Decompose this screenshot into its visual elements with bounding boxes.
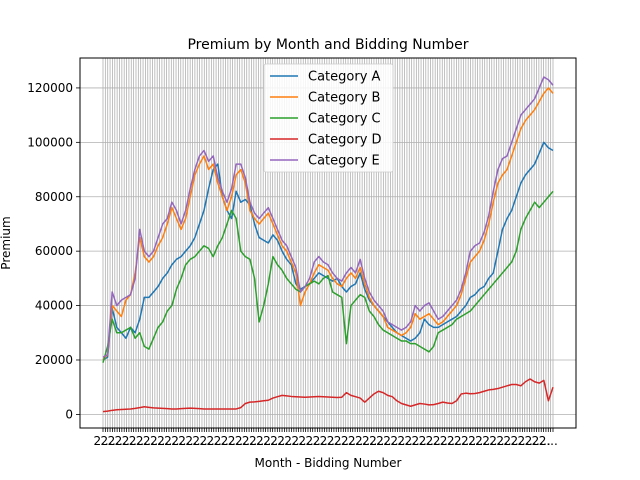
x-tick-label: 2... bbox=[256, 434, 275, 448]
legend: Category A Category B Category C Category D… bbox=[263, 63, 394, 173]
x-tick-label: 2... bbox=[525, 434, 544, 448]
x-tick-label: 2... bbox=[447, 434, 466, 448]
x-tick-label: 2... bbox=[228, 434, 247, 448]
x-tick-label: 2... bbox=[369, 434, 388, 448]
x-tick-label: 2... bbox=[122, 434, 141, 448]
plot-frame bbox=[79, 57, 577, 429]
x-tick-label: 2... bbox=[539, 434, 558, 448]
x-tick-label: 2... bbox=[503, 434, 522, 448]
x-axis-label: Month - Bidding Number bbox=[255, 456, 402, 470]
x-tick-label: 2... bbox=[143, 434, 162, 448]
y-tick-label: 80000 bbox=[35, 190, 73, 204]
x-tick-label: 2... bbox=[108, 434, 127, 448]
x-tick-label: 2... bbox=[433, 434, 452, 448]
y-tick-label: 120000 bbox=[27, 81, 73, 95]
x-tick-label: 2... bbox=[412, 434, 431, 448]
x-tick-label: 2... bbox=[475, 434, 494, 448]
x-axis-ticks: 2...2...2...2...2...2...2...2...2...2...… bbox=[93, 428, 558, 448]
x-tick-label: 2... bbox=[348, 434, 367, 448]
x-tick-label: 2... bbox=[327, 434, 346, 448]
y-axis-label: Premium bbox=[0, 216, 13, 269]
x-tick-label: 2... bbox=[270, 434, 289, 448]
x-tick-label: 2... bbox=[496, 434, 515, 448]
x-tick-label: 2... bbox=[101, 434, 120, 448]
x-tick-label: 2... bbox=[397, 434, 416, 448]
legend-label: Category B bbox=[308, 91, 380, 106]
x-tick-label: 2... bbox=[221, 434, 240, 448]
x-tick-label: 2... bbox=[192, 434, 211, 448]
y-axis-ticks: 0 20000 40000 60000 80000 100000 120000 bbox=[27, 81, 80, 421]
x-tick-label: 2... bbox=[426, 434, 445, 448]
x-tick-label: 2... bbox=[242, 434, 261, 448]
chart-title: Premium by Month and Bidding Number bbox=[187, 37, 468, 53]
x-tick-label: 2... bbox=[468, 434, 487, 448]
legend-box bbox=[263, 63, 394, 173]
x-tick-label: 2... bbox=[404, 434, 423, 448]
x-tick-label: 2... bbox=[440, 434, 459, 448]
x-tick-label: 2... bbox=[207, 434, 226, 448]
x-tick-label: 2... bbox=[376, 434, 395, 448]
x-tick-label: 2... bbox=[454, 434, 473, 448]
x-tick-label: 2... bbox=[306, 434, 325, 448]
x-tick-label: 2... bbox=[178, 434, 197, 448]
series-line-category-c bbox=[102, 190, 554, 363]
series-line-category-e bbox=[102, 76, 554, 358]
x-tick-label: 2... bbox=[235, 434, 254, 448]
series-lines bbox=[102, 76, 554, 413]
x-tick-label: 2... bbox=[362, 434, 381, 448]
x-tick-label: 2... bbox=[482, 434, 501, 448]
y-tick-label: 40000 bbox=[35, 299, 73, 313]
x-tick-label: 2... bbox=[298, 434, 317, 448]
x-tick-label: 2... bbox=[249, 434, 268, 448]
x-tick-label: 2... bbox=[291, 434, 310, 448]
x-tick-label: 2... bbox=[277, 434, 296, 448]
x-tick-label: 2... bbox=[355, 434, 374, 448]
x-tick-label: 2... bbox=[334, 434, 353, 448]
x-tick-label: 2... bbox=[157, 434, 176, 448]
x-tick-label: 2... bbox=[214, 434, 233, 448]
x-tick-label: 2... bbox=[171, 434, 190, 448]
x-tick-label: 2... bbox=[129, 434, 148, 448]
x-tick-label: 2... bbox=[185, 434, 204, 448]
y-tick-label: 0 bbox=[65, 407, 73, 421]
x-tick-label: 2... bbox=[489, 434, 508, 448]
x-tick-label: 2... bbox=[93, 434, 112, 448]
x-tick-label: 2... bbox=[320, 434, 339, 448]
y-tick-label: 20000 bbox=[35, 353, 73, 367]
x-tick-label: 2... bbox=[518, 434, 537, 448]
x-tick-label: 2... bbox=[390, 434, 409, 448]
x-tick-label: 2... bbox=[263, 434, 282, 448]
x-tick-label: 2... bbox=[510, 434, 529, 448]
x-tick-label: 2... bbox=[136, 434, 155, 448]
y-tick-label: 60000 bbox=[35, 244, 73, 258]
legend-label: Category D bbox=[308, 133, 382, 148]
series-line-category-d bbox=[102, 378, 554, 413]
x-tick-label: 2... bbox=[164, 434, 183, 448]
y-tick-label: 100000 bbox=[27, 135, 73, 149]
legend-label: Category A bbox=[308, 70, 381, 85]
series-line-category-b bbox=[102, 87, 554, 361]
x-tick-label: 2... bbox=[199, 434, 218, 448]
legend-label: Category E bbox=[308, 154, 380, 169]
x-tick-label: 2... bbox=[115, 434, 134, 448]
x-tick-label: 2... bbox=[150, 434, 169, 448]
x-tick-label: 2... bbox=[532, 434, 551, 448]
x-tick-label: 2... bbox=[341, 434, 360, 448]
x-tick-label: 2... bbox=[284, 434, 303, 448]
x-tick-label: 2... bbox=[461, 434, 480, 448]
x-tick-label: 2... bbox=[313, 434, 332, 448]
x-tick-label: 2... bbox=[419, 434, 438, 448]
legend-label: Category C bbox=[308, 112, 381, 127]
x-tick-label: 2... bbox=[383, 434, 402, 448]
